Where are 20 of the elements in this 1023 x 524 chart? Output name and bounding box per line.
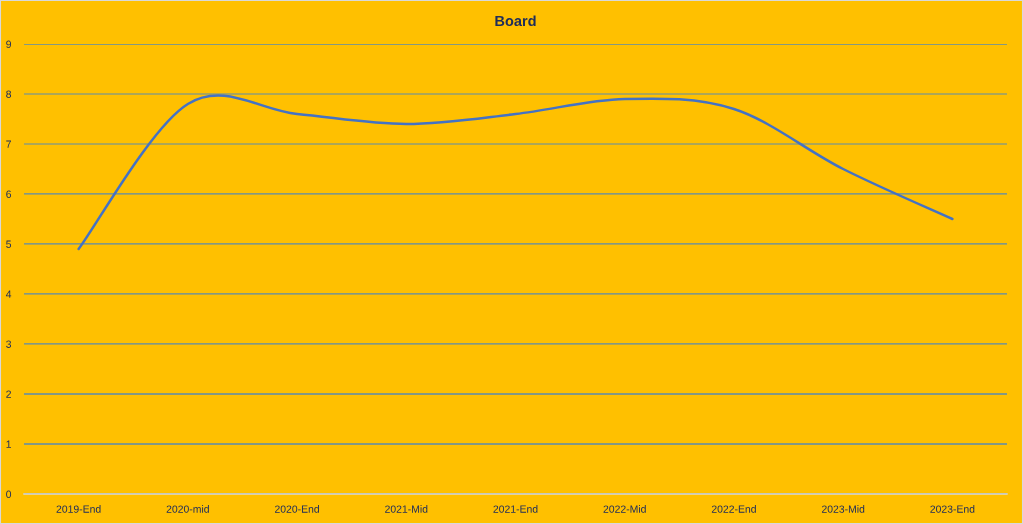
x-tick-label: 2021-End (493, 505, 538, 513)
y-tick-label: 6 (6, 190, 12, 198)
y-tick-label: 9 (6, 40, 12, 48)
x-tick-label: 2022-End (711, 505, 756, 513)
x-tick-label: 2019-End (56, 505, 101, 513)
chart-title: Board (495, 15, 536, 27)
y-tick-label: 7 (6, 140, 11, 148)
y-tick-label: 1 (6, 440, 11, 448)
y-tick-label: 8 (6, 90, 12, 98)
y-tick-label: 2 (6, 390, 11, 398)
x-tick-label: 2023-Mid (821, 505, 865, 513)
y-tick-label: 0 (6, 490, 12, 498)
x-tick-label: 2023-End (930, 505, 975, 513)
y-tick-label: 3 (6, 340, 12, 348)
x-tick-label: 2021-Mid (385, 505, 428, 513)
y-tick-label: 5 (6, 240, 12, 248)
x-tick-label: 2020-End (274, 505, 319, 513)
y-tick-label: 4 (5, 290, 12, 298)
x-tick-label: 2020-mid (166, 505, 209, 513)
x-tick-label: 2022-Mid (603, 505, 646, 513)
